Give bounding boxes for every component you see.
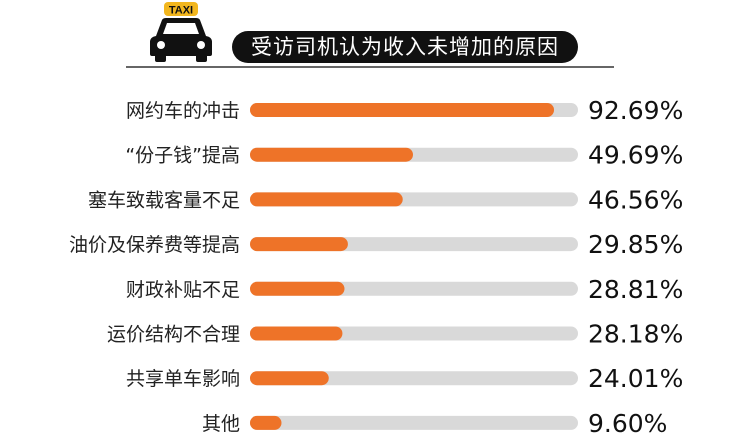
- bar-track: [250, 415, 578, 430]
- value-label: 24.01%: [588, 364, 683, 393]
- category-label: 运价结构不合理: [107, 324, 240, 346]
- bar: [250, 281, 345, 296]
- category-label: 共享单车影响: [126, 368, 240, 390]
- bar-track: [250, 371, 578, 386]
- bar: [250, 415, 282, 430]
- bar: [250, 103, 555, 117]
- bar: [250, 237, 348, 252]
- divider: [126, 66, 614, 68]
- category-label: 财政补贴不足: [126, 279, 240, 301]
- category-label: 油价及保养费等提高: [69, 234, 240, 256]
- value-label: 92.69%: [588, 96, 683, 125]
- category-label: 塞车致载客量不足: [88, 189, 240, 211]
- bar: [250, 147, 413, 162]
- category-label: “份子钱”提高: [125, 145, 240, 167]
- value-label: 28.18%: [588, 320, 683, 349]
- value-label: 29.85%: [588, 230, 683, 259]
- value-label: 46.56%: [588, 185, 683, 214]
- taxi-sign-text: TAXI: [169, 5, 193, 17]
- category-label: 网约车的冲击: [126, 100, 240, 122]
- taxi-icon: TAXI: [150, 2, 212, 62]
- bar: [250, 326, 343, 341]
- bar: [250, 371, 329, 386]
- bar: [250, 192, 403, 207]
- value-label: 9.60%: [588, 409, 667, 438]
- value-label: 49.69%: [588, 141, 683, 170]
- chart-title: 受访司机认为收入未增加的原因: [232, 31, 578, 63]
- value-label: 28.81%: [588, 275, 683, 304]
- category-label: 其他: [202, 413, 240, 435]
